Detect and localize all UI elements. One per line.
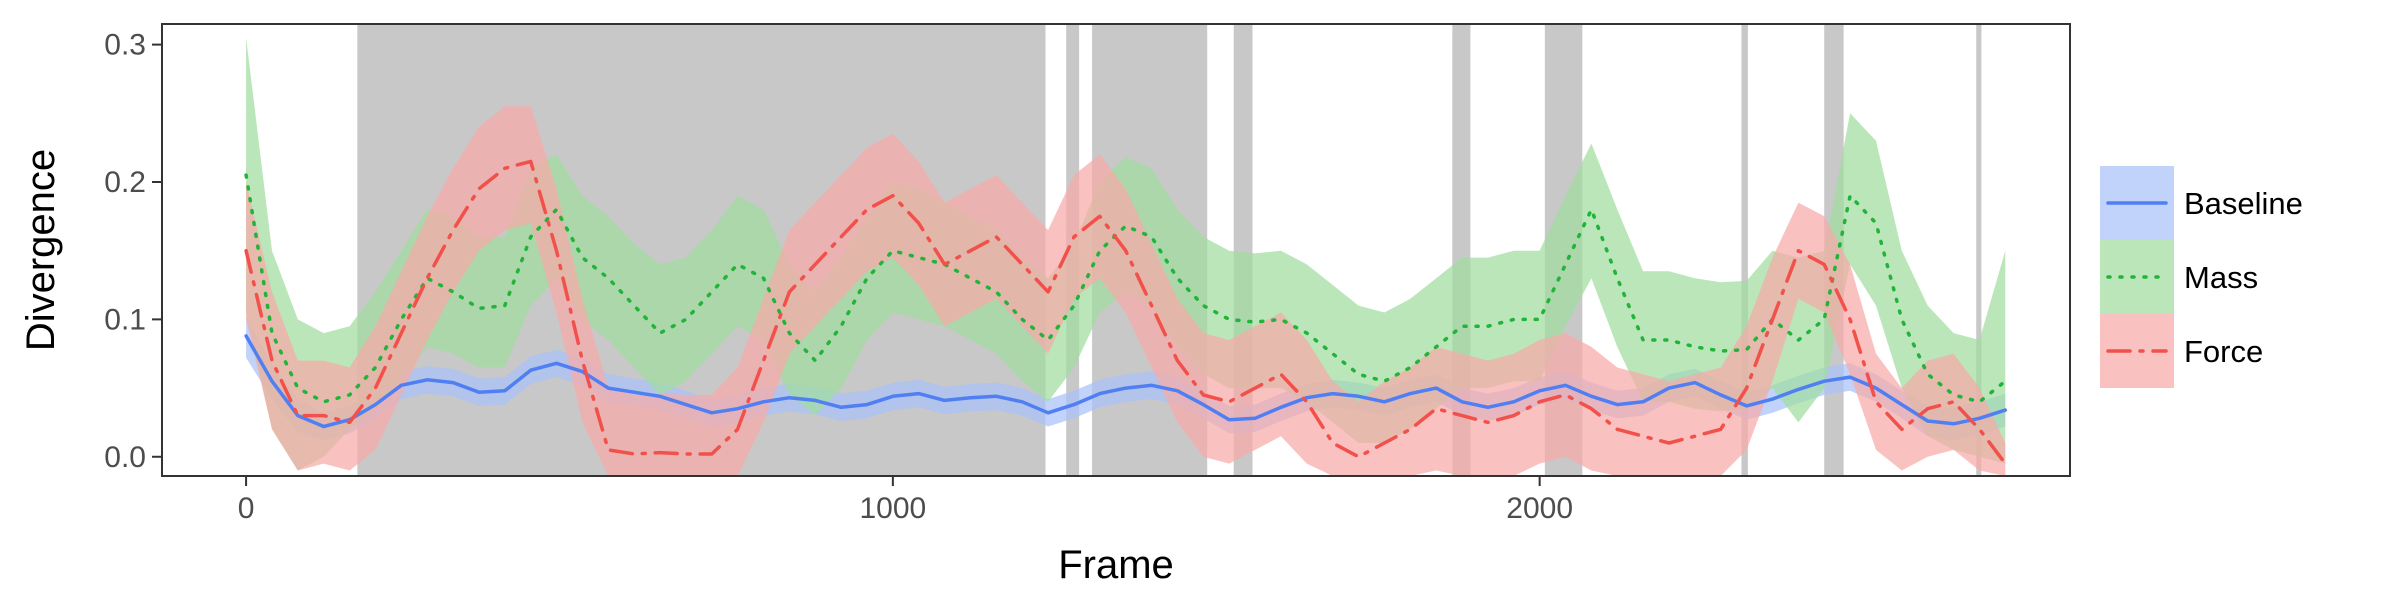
x-axis-ticks: 0 1000 2000	[238, 476, 1573, 525]
x-tick-label: 0	[238, 492, 255, 525]
y-tick-label: 0.3	[104, 29, 146, 62]
plot-frame	[161, 23, 2071, 477]
mass-series-line	[244, 173, 2008, 404]
legend-label-force: Force	[2184, 334, 2263, 369]
y-axis-ticks: 0.0 0.1 0.2 0.3	[104, 29, 162, 474]
x-tick-label: 1000	[859, 492, 926, 525]
legend-label-mass: Mass	[2184, 260, 2258, 295]
y-tick-label: 0.0	[104, 441, 146, 474]
y-axis-title: Divergence	[19, 149, 63, 351]
force-series-line	[244, 159, 2008, 466]
y-tick-label: 0.2	[104, 166, 146, 199]
legend: Baseline Mass Force	[2100, 166, 2303, 388]
legend-swatch-mass	[2100, 240, 2174, 314]
shaded-region	[1741, 24, 1748, 476]
baseline-series-line	[244, 334, 2008, 429]
series-lines	[244, 159, 2008, 466]
legend-label-baseline: Baseline	[2184, 186, 2303, 221]
x-axis-title: Frame	[1058, 543, 1174, 587]
x-tick-label: 2000	[1506, 492, 1573, 525]
shaded-region	[1976, 24, 1982, 476]
y-tick-label: 0.1	[104, 303, 146, 336]
